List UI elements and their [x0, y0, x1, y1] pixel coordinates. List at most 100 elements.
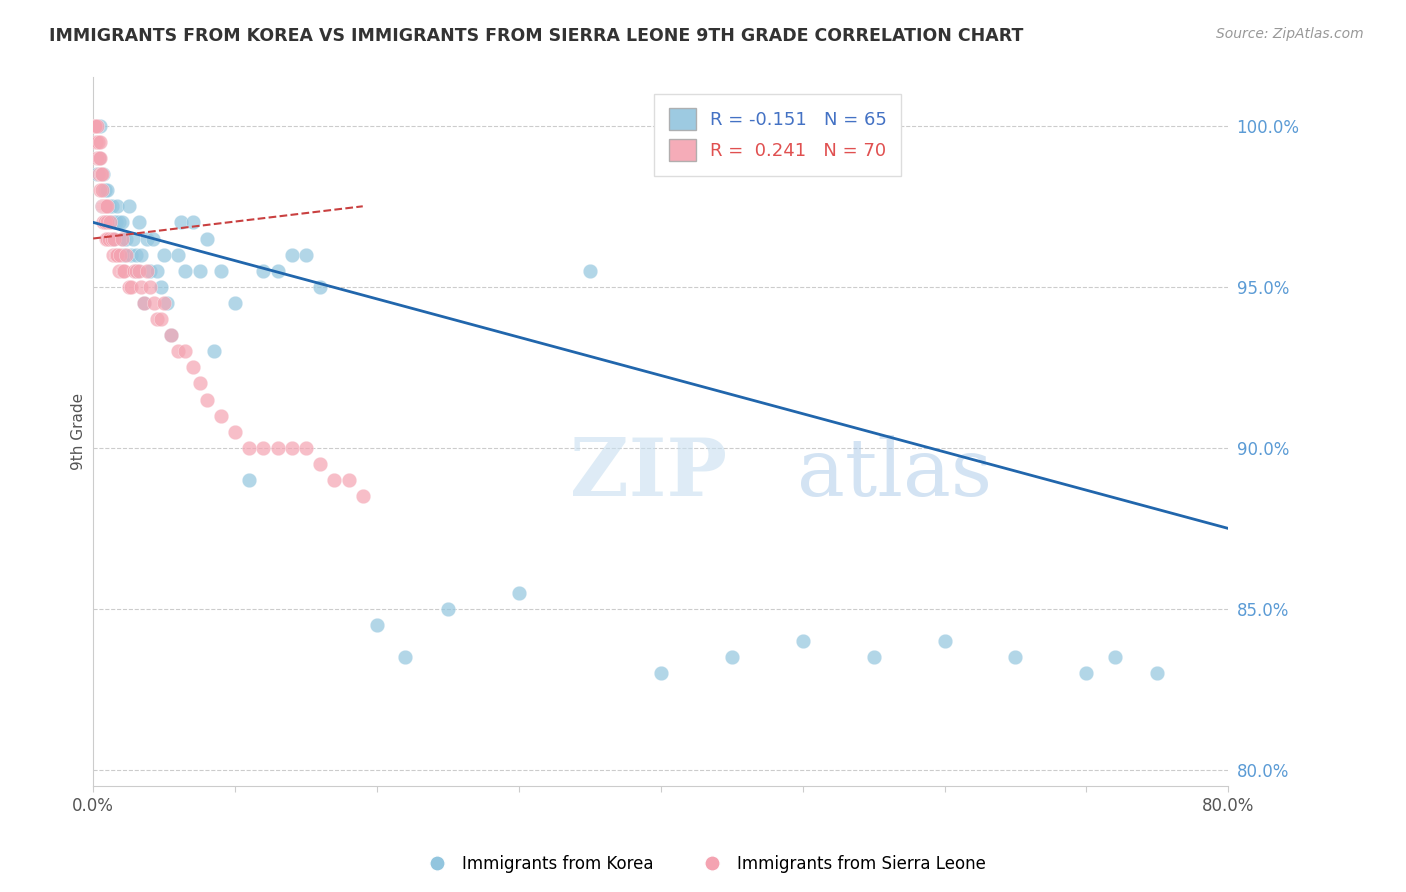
Point [131, 247, 153, 261]
Point [650, 666, 672, 681]
Text: IMMIGRANTS FROM KOREA VS IMMIGRANTS FROM SIERRA LEONE 9TH GRADE CORRELATION CHAR: IMMIGRANTS FROM KOREA VS IMMIGRANTS FROM… [49, 27, 1024, 45]
Point [195, 231, 218, 245]
Point [96, 183, 118, 197]
Point [934, 634, 956, 648]
Point [112, 247, 135, 261]
Point [114, 231, 136, 245]
Point [105, 247, 128, 261]
Legend: Immigrants from Korea, Immigrants from Sierra Leone: Immigrants from Korea, Immigrants from S… [413, 848, 993, 880]
Point [118, 280, 141, 294]
Text: atlas: atlas [797, 435, 993, 513]
Point [93, 183, 115, 197]
Point [142, 231, 165, 245]
Point [266, 264, 288, 278]
Point [104, 215, 127, 229]
Point [720, 650, 742, 665]
Point [86, 167, 108, 181]
Point [167, 344, 190, 359]
Point [792, 634, 814, 648]
Point [281, 441, 304, 455]
Point [93, 199, 115, 213]
Y-axis label: 9th Grade: 9th Grade [72, 393, 86, 470]
Point [174, 264, 197, 278]
Point [84, 135, 107, 149]
Point [103, 231, 125, 245]
Point [112, 264, 135, 278]
Point [252, 264, 274, 278]
Point [143, 296, 166, 310]
Point [1004, 650, 1026, 665]
Point [128, 264, 150, 278]
Point [110, 231, 132, 245]
Point [105, 199, 128, 213]
Point [131, 280, 153, 294]
Point [122, 231, 145, 245]
Point [136, 264, 159, 278]
Point [83, 119, 105, 133]
Point [86, 151, 108, 165]
Point [224, 296, 246, 310]
Point [1104, 650, 1126, 665]
Point [89, 151, 111, 165]
Point [98, 215, 121, 229]
Point [121, 247, 143, 261]
Point [90, 199, 112, 213]
Point [209, 264, 232, 278]
Point [86, 119, 108, 133]
Point [87, 135, 110, 149]
Point [124, 264, 146, 278]
Point [188, 264, 211, 278]
Point [238, 473, 260, 487]
Point [93, 215, 115, 229]
Point [337, 473, 360, 487]
Point [127, 264, 149, 278]
Point [111, 231, 134, 245]
Point [136, 231, 159, 245]
Point [862, 650, 884, 665]
Point [97, 231, 120, 245]
Point [352, 489, 374, 503]
Point [134, 296, 156, 310]
Point [111, 264, 134, 278]
Point [89, 183, 111, 197]
Point [121, 280, 143, 294]
Point [104, 247, 127, 261]
Point [89, 135, 111, 149]
Point [181, 215, 204, 229]
Point [153, 296, 176, 310]
Point [125, 264, 148, 278]
Point [87, 151, 110, 165]
Point [309, 457, 332, 471]
Point [252, 441, 274, 455]
Point [94, 215, 117, 229]
Point [100, 199, 122, 213]
Point [103, 215, 125, 229]
Text: Source: ZipAtlas.com: Source: ZipAtlas.com [1216, 27, 1364, 41]
Point [238, 441, 260, 455]
Point [118, 199, 141, 213]
Point [91, 215, 114, 229]
Point [101, 231, 124, 245]
Point [84, 119, 107, 133]
Legend: R = -0.151   N = 65, R =  0.241   N = 70: R = -0.151 N = 65, R = 0.241 N = 70 [654, 94, 901, 176]
Point [96, 215, 118, 229]
Point [90, 199, 112, 213]
Point [96, 199, 118, 213]
Point [295, 441, 318, 455]
Point [174, 344, 197, 359]
Point [224, 425, 246, 439]
Point [160, 328, 183, 343]
Point [90, 167, 112, 181]
Point [97, 199, 120, 213]
Point [90, 183, 112, 197]
Point [209, 409, 232, 423]
Point [167, 247, 190, 261]
Point [98, 215, 121, 229]
Point [134, 296, 156, 310]
Text: ZIP: ZIP [569, 435, 727, 513]
Point [323, 473, 346, 487]
Point [146, 312, 169, 326]
Point [150, 312, 173, 326]
Point [188, 376, 211, 391]
Point [366, 618, 388, 632]
